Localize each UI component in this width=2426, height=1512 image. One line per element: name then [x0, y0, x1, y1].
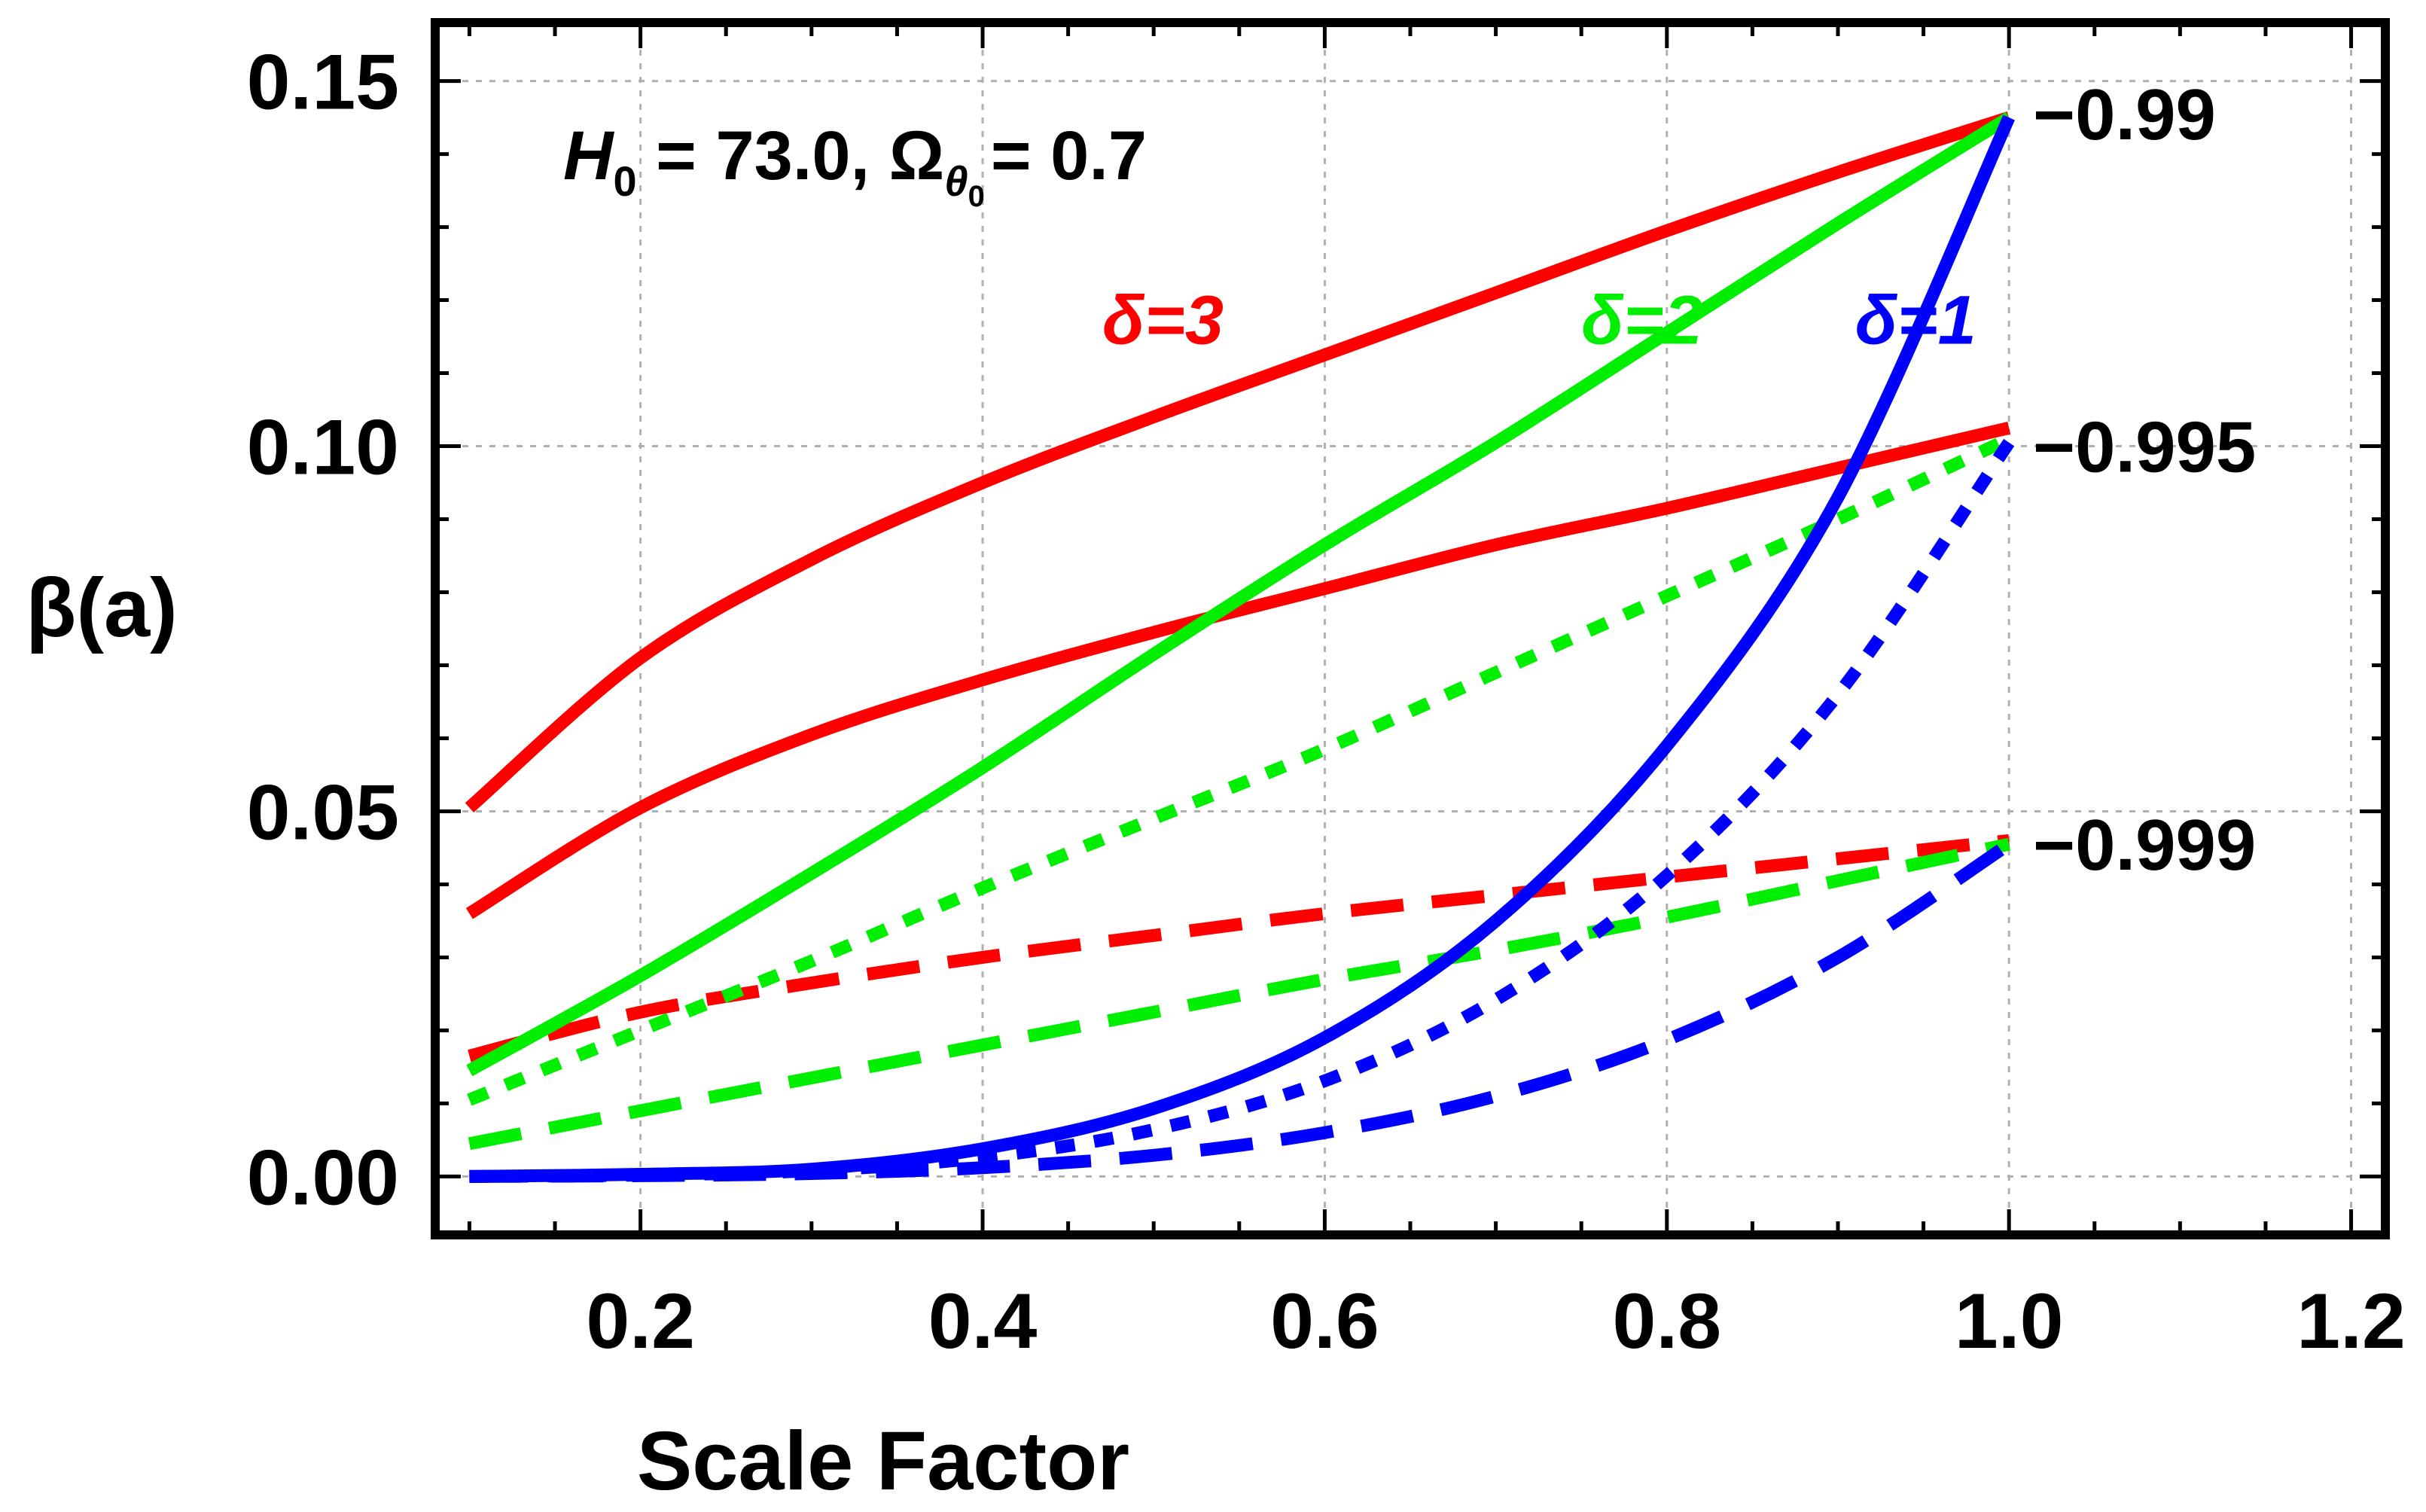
y-tick-label-2: 0.10	[247, 404, 399, 492]
h0-symbol: H	[563, 117, 615, 194]
parameter-annotation: H0 = 73.0, Ωθ0= 0.7	[563, 117, 1147, 213]
series-line-delta1-dashed	[469, 839, 2013, 1183]
x-tick-label-3: 0.8	[1613, 1278, 1722, 1365]
w-labels: −0.99 −0.995 −0.999	[2033, 75, 2256, 886]
y-axis-title: β(a)	[26, 562, 178, 654]
w-label-0: −0.99	[2033, 75, 2216, 155]
delta-labels: δ=3 δ=2 δ=1	[1102, 282, 1976, 359]
y-tick-label-3: 0.15	[247, 39, 399, 127]
x-axis-title: Scale Factor	[637, 1415, 1129, 1507]
delta-label-1: δ=2	[1581, 282, 1702, 359]
x-tick-label-1: 0.4	[928, 1278, 1038, 1365]
x-tick-labels: 0.2 0.4 0.6 0.8 1.0 1.2	[586, 1278, 2406, 1365]
omega-value: = 0.7	[991, 117, 1147, 194]
w-label-1: −0.995	[2033, 407, 2256, 488]
delta-label-2: δ=1	[1855, 282, 1976, 359]
x-tick-label-0: 0.2	[586, 1278, 695, 1365]
tick-marks	[435, 23, 2385, 1235]
y-tick-labels: 0.00 0.05 0.10 0.15	[247, 39, 399, 1222]
series-lines	[465, 111, 2015, 1183]
omega-subscript: θ	[944, 157, 968, 205]
y-tick-label-1: 0.05	[247, 769, 399, 856]
x-tick-label-5: 1.2	[2296, 1278, 2406, 1365]
series-line-delta3-solid	[465, 422, 2011, 919]
omega-symbol: Ω	[889, 117, 945, 194]
series-line-delta3-solid	[465, 111, 2011, 813]
delta-label-0: δ=3	[1102, 282, 1224, 359]
series-line-delta2-dashed	[468, 837, 2010, 1151]
x-tick-label-2: 0.6	[1270, 1278, 1379, 1365]
series-line-delta2-dotted	[467, 433, 2012, 1106]
series-line-delta1-dotted	[469, 438, 2015, 1183]
series-line-delta2-solid	[466, 111, 2013, 1077]
x-tick-label-4: 1.0	[1955, 1278, 2064, 1365]
h0-value: = 73.0,	[637, 117, 889, 194]
h0-subscript: 0	[613, 157, 636, 205]
omega-sub-subscript: 0	[968, 180, 985, 213]
y-tick-label-0: 0.00	[247, 1134, 399, 1221]
w-label-2: −0.999	[2033, 805, 2256, 886]
